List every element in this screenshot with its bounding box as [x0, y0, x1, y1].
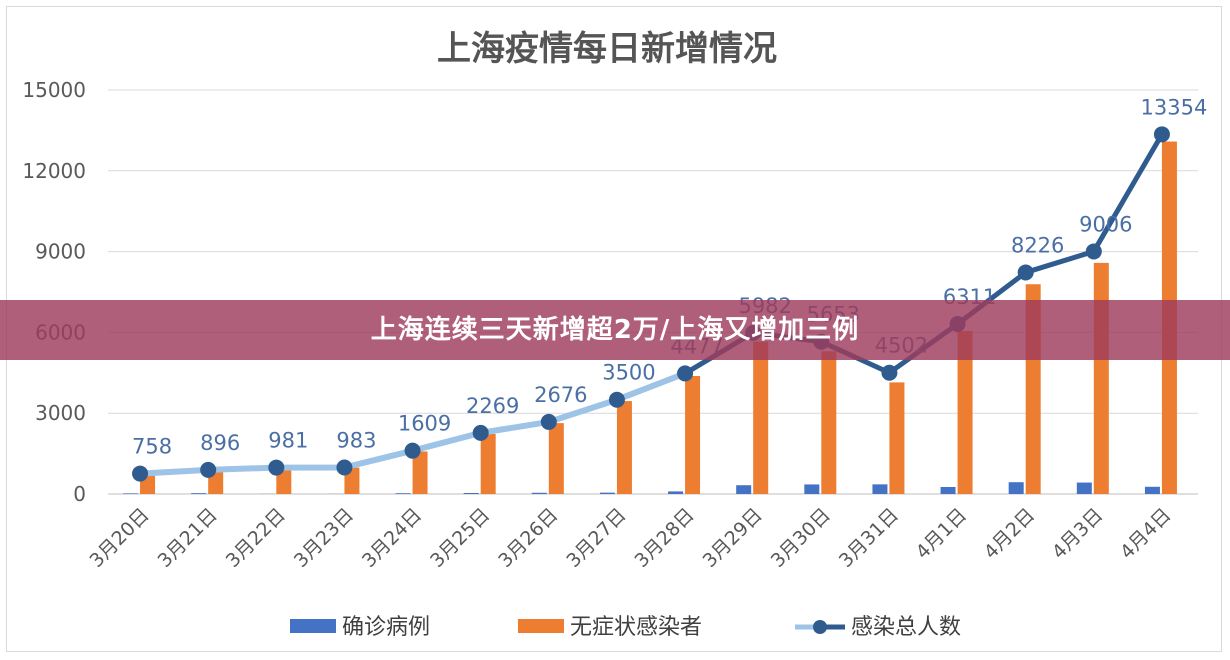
total-data-label: 1609 — [398, 412, 451, 436]
total-data-label: 2269 — [466, 394, 519, 418]
bar-asymptomatic — [821, 351, 837, 494]
bar-asymptomatic — [548, 423, 564, 494]
total-point — [336, 459, 353, 476]
bar-confirmed — [872, 484, 888, 494]
bar-confirmed — [1144, 486, 1160, 494]
bar-confirmed — [599, 492, 615, 494]
legend: 确诊病例 无症状感染者 感染总人数 — [290, 615, 961, 640]
total-point — [881, 364, 898, 381]
x-tick-label: 3月29日 — [699, 504, 767, 572]
data-labels: 7588969819831609226926763500447759825653… — [132, 95, 1207, 458]
total-point — [1085, 243, 1102, 260]
legend-swatch-asymptomatic — [518, 619, 564, 633]
bar-asymptomatic — [616, 401, 632, 494]
total-point — [677, 365, 694, 382]
bar-asymptomatic — [889, 382, 905, 494]
total-point — [268, 459, 285, 476]
x-tick-label: 4月3日 — [1048, 504, 1108, 564]
x-tick-label: 3月23日 — [290, 504, 358, 572]
y-tick-label: 0 — [73, 482, 86, 506]
y-tick-label: 3000 — [35, 401, 86, 425]
bar-confirmed — [395, 493, 411, 494]
bar-asymptomatic — [753, 341, 769, 494]
total-point — [1153, 126, 1170, 143]
bar-confirmed — [940, 486, 956, 494]
y-tick-label: 9000 — [35, 240, 86, 264]
total-data-label: 983 — [336, 429, 376, 453]
bar-confirmed — [804, 484, 820, 494]
total-point — [608, 391, 625, 408]
total-data-label: 981 — [268, 429, 308, 453]
legend-swatch-confirmed — [290, 619, 336, 633]
legend-label-total: 感染总人数 — [851, 615, 961, 640]
total-data-label: 9006 — [1079, 212, 1132, 236]
total-data-label: 13354 — [1141, 95, 1208, 119]
legend-label-confirmed: 确诊病例 — [342, 615, 430, 640]
bar-confirmed — [463, 492, 479, 494]
x-tick-label: 3月25日 — [426, 504, 494, 572]
bar-confirmed — [736, 485, 752, 494]
total-point — [1017, 264, 1034, 281]
bar-asymptomatic — [957, 331, 973, 494]
total-data-label: 3500 — [602, 361, 655, 385]
y-axis-tick-labels: 03000600090001200015000 — [22, 78, 86, 506]
total-point — [404, 442, 421, 459]
total-data-label: 2676 — [534, 383, 587, 407]
x-axis-tick-labels: 3月20日 3月21日 3月22日 3月23日 3月24日 3月25日 3月26日 3月27日… — [86, 504, 1176, 572]
bar-asymptomatic — [412, 451, 428, 494]
x-tick-label: 3月24日 — [358, 504, 426, 572]
overlay-banner: 上海连续三天新增超2万/上海又增加三例 — [0, 300, 1230, 360]
x-tick-label: 3月20日 — [86, 504, 154, 572]
bar-confirmed — [668, 491, 684, 494]
x-tick-label: 3月30日 — [767, 504, 835, 572]
legend-marker-total — [813, 620, 827, 634]
x-tick-label: 3月31日 — [835, 504, 903, 572]
bar-confirmed — [531, 492, 547, 494]
bar-confirmed — [123, 493, 139, 494]
x-tick-label: 3月22日 — [222, 504, 290, 572]
total-data-label: 758 — [132, 435, 172, 459]
bar-confirmed — [1076, 482, 1092, 494]
bar-confirmed — [1008, 482, 1024, 494]
chart-title: 上海疫情每日新增情况 — [437, 29, 777, 69]
banner-text: 上海连续三天新增超2万/上海又增加三例 — [370, 315, 860, 345]
x-tick-label: 4月1日 — [912, 504, 972, 564]
bar-asymptomatic — [1093, 262, 1109, 494]
x-tick-label: 3月27日 — [562, 504, 630, 572]
total-point — [540, 413, 557, 430]
x-tick-label: 4月2日 — [980, 504, 1040, 564]
total-point — [132, 465, 149, 482]
x-tick-label: 3月28日 — [631, 504, 699, 572]
total-point — [200, 461, 217, 478]
total-data-label: 8226 — [1011, 233, 1064, 257]
x-tick-label: 3月26日 — [494, 504, 562, 572]
x-tick-label: 3月21日 — [154, 504, 222, 572]
y-tick-label: 12000 — [22, 159, 86, 183]
bar-asymptomatic — [480, 433, 496, 494]
bar-asymptomatic — [685, 376, 701, 494]
x-tick-label: 4月4日 — [1116, 504, 1176, 564]
total-data-label: 896 — [200, 431, 240, 455]
legend-label-asymptomatic: 无症状感染者 — [570, 615, 702, 640]
total-point — [472, 424, 489, 441]
bar-confirmed — [191, 493, 207, 494]
y-tick-label: 15000 — [22, 78, 86, 102]
